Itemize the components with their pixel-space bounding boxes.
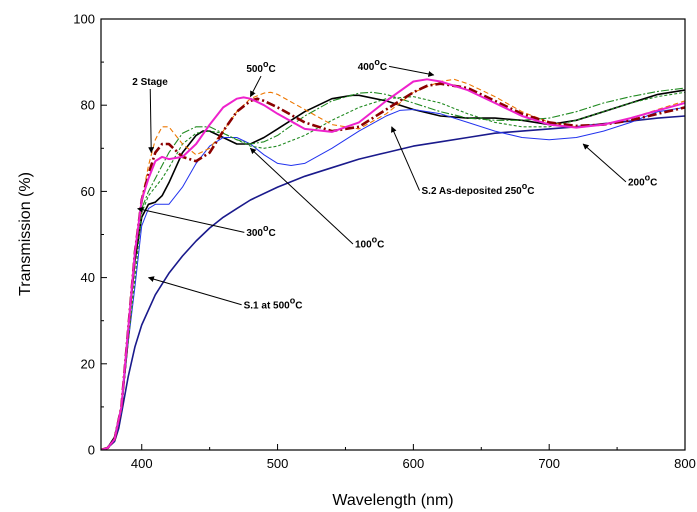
series-line-5: [101, 87, 685, 450]
annotation-label: 200oC: [628, 172, 657, 188]
plot-frame: [100, 18, 686, 451]
y-tick-label: 20: [81, 356, 95, 371]
series-line-1: [101, 115, 685, 450]
series-line-4: [101, 91, 685, 450]
y-axis-title: Transmission (%): [17, 172, 34, 296]
annotation-label: 500oC: [246, 59, 275, 75]
annotation-arrow: [137, 206, 245, 233]
series-line-8: [101, 78, 685, 450]
annotation-label: 2 Stage: [132, 77, 168, 88]
x-axis-title: Wavelength (nm): [332, 492, 453, 509]
y-tick-label: 100: [73, 12, 95, 27]
x-tick-label: 600: [403, 456, 425, 471]
series-line-3: [101, 106, 685, 450]
annotation-label: 400oC: [358, 57, 387, 73]
annotation-arrow: [391, 126, 420, 191]
x-tick-label: 800: [674, 456, 696, 471]
annotation-arrow: [249, 147, 354, 245]
ticks-layer: 400 500 600 700 800 0 20 40 60 80 100: [73, 12, 696, 472]
x-tick-label: 500: [267, 456, 289, 471]
y-tick-label: 60: [81, 184, 95, 199]
annotation-arrow: [582, 143, 627, 183]
annotation-arrow: [148, 88, 155, 154]
series-line-2: [101, 89, 685, 450]
annotation-arrow: [389, 65, 435, 77]
y-tick-label: 40: [81, 270, 95, 285]
annotation-label: S.1 at 500oC: [244, 295, 303, 311]
annotation-label: 100oC: [355, 234, 384, 250]
series-line-7: [101, 82, 685, 450]
series-layer: [101, 78, 685, 450]
annotation-label: S.2 As-deposited 250oC: [422, 181, 535, 197]
annotation-arrow: [147, 276, 242, 306]
y-tick-label: 0: [88, 443, 95, 458]
annotation-arrow: [249, 75, 262, 98]
x-tick-label: 700: [538, 456, 560, 471]
y-tick-label: 80: [81, 98, 95, 113]
annotation-label: 300oC: [246, 223, 275, 239]
x-tick-label: 400: [131, 456, 153, 471]
series-line-6: [101, 78, 685, 450]
